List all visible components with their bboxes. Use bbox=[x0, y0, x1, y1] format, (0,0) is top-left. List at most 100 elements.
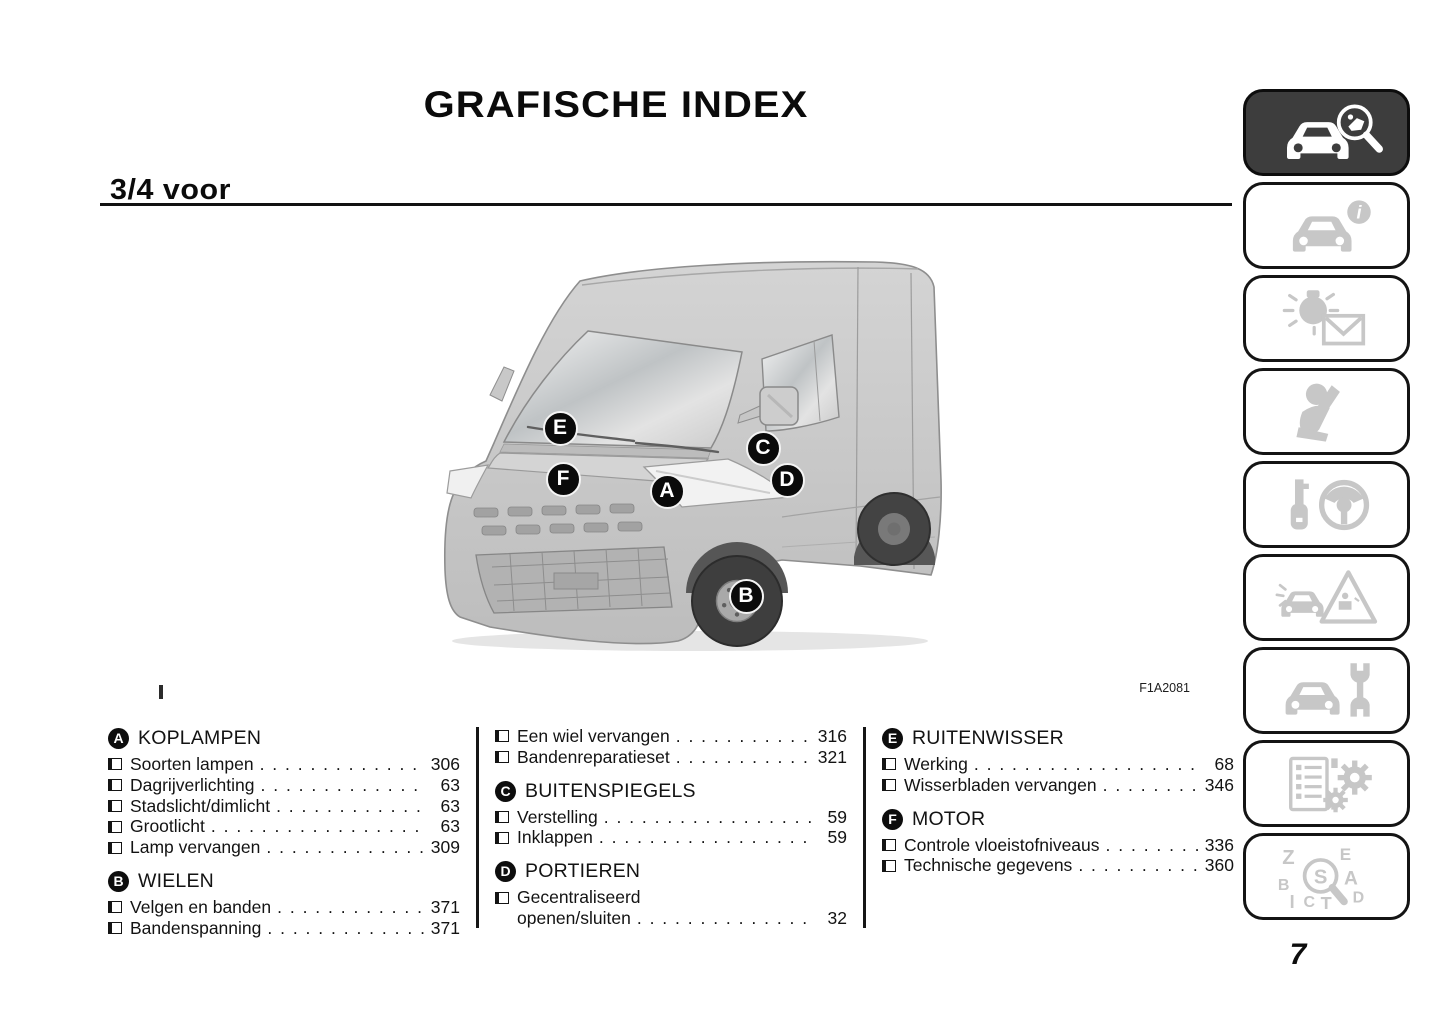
dot-leader bbox=[604, 807, 813, 828]
index-entry: Soorten lampen 306 bbox=[108, 754, 460, 775]
callout-C: C bbox=[745, 430, 781, 466]
dot-leader bbox=[676, 726, 813, 747]
index-entry: Inklappen 59 bbox=[495, 827, 847, 848]
entry-page: 63 bbox=[440, 816, 460, 837]
entry-page: 309 bbox=[430, 837, 460, 858]
index-section-header: C BUITENSPIEGELS bbox=[495, 780, 847, 802]
entry-label: Verstelling bbox=[517, 806, 598, 827]
entry-page: 371 bbox=[430, 896, 460, 917]
warning-light-message-icon bbox=[1282, 289, 1365, 345]
index-entry: Dagrijverlichting 63 bbox=[108, 775, 460, 796]
sidebar-button-car-info[interactable]: i bbox=[1243, 182, 1410, 269]
callout-D: D bbox=[769, 462, 805, 498]
entry-label: Een wiel vervangen bbox=[517, 726, 670, 746]
heading-rule bbox=[100, 203, 1232, 206]
index-column-2: Een wiel vervangen 316 Bandenreparatieset 3… bbox=[495, 726, 847, 929]
section-letter-badge: B bbox=[108, 870, 129, 892]
figure-van-three-quarter-front bbox=[430, 255, 950, 655]
callout-letter: C bbox=[755, 436, 771, 459]
entry-page: 63 bbox=[440, 795, 460, 816]
sidebar-button-car-wrench[interactable] bbox=[1243, 647, 1410, 734]
svg-text:B: B bbox=[1277, 876, 1289, 893]
index-block: Een wiel vervangen 316 Bandenreparatieset 3… bbox=[495, 726, 847, 768]
svg-text:S: S bbox=[1313, 866, 1327, 888]
dot-leader bbox=[1103, 775, 1200, 796]
figure-code: F1A2081 bbox=[1139, 681, 1190, 695]
entry-bullet-icon bbox=[495, 810, 509, 823]
entry-bullet-icon bbox=[495, 891, 509, 904]
entry-bullet-icon bbox=[882, 859, 896, 872]
index-entry-continued: openen/sluiten 32 bbox=[495, 908, 847, 929]
section-title: MOTOR bbox=[912, 807, 986, 830]
dot-leader bbox=[266, 837, 426, 858]
entry-page: 336 bbox=[1204, 834, 1234, 855]
sidebar-button-car-magnifier[interactable] bbox=[1243, 89, 1410, 176]
car-info-icon: i bbox=[1292, 199, 1371, 252]
sidebar-button-key-steering[interactable] bbox=[1243, 461, 1410, 548]
entry-bullet-icon bbox=[108, 901, 122, 914]
index-entry: Wisserbladen vervangen 346 bbox=[882, 775, 1234, 796]
entry-page: 59 bbox=[827, 827, 847, 848]
entry-bullet-icon bbox=[108, 799, 122, 812]
callout-B: B bbox=[728, 578, 764, 614]
index-entry: Werking 68 bbox=[882, 754, 1234, 775]
index-entry: Lamp vervangen 309 bbox=[108, 837, 460, 858]
section-title: WIELEN bbox=[138, 870, 214, 893]
entry-page: 68 bbox=[1214, 754, 1234, 774]
svg-text:T: T bbox=[1320, 894, 1331, 909]
callout-E: E bbox=[542, 410, 578, 446]
page-title: GRAFISCHE INDEX bbox=[423, 84, 809, 125]
index-entry: Stadslicht/dimlicht 63 bbox=[108, 796, 460, 817]
callout-letter: E bbox=[552, 416, 567, 439]
sidebar-button-emergency-triangle[interactable] bbox=[1243, 554, 1410, 641]
svg-text:Z: Z bbox=[1282, 847, 1294, 869]
sidebar-button-warning-light-message[interactable] bbox=[1243, 275, 1410, 362]
dot-leader bbox=[267, 918, 426, 939]
dot-leader bbox=[599, 827, 813, 848]
entry-bullet-icon bbox=[108, 841, 122, 854]
index-entry: Verstelling 59 bbox=[495, 807, 847, 828]
entry-bullet-icon bbox=[108, 820, 122, 833]
dot-leader bbox=[974, 754, 1200, 775]
entry-label: Controle vloeistofniveaus bbox=[904, 834, 1100, 855]
index-entry: Controle vloeistofniveaus 336 bbox=[882, 835, 1234, 856]
dot-leader bbox=[277, 897, 426, 918]
entry-label: Soorten lampen bbox=[130, 754, 254, 774]
section-title: RUITENWISSER bbox=[912, 727, 1064, 750]
entry-label: openen/sluiten bbox=[517, 907, 631, 928]
entry-label: Stadslicht/dimlicht bbox=[130, 795, 271, 816]
entry-page: 63 bbox=[440, 774, 460, 795]
entry-page: 346 bbox=[1204, 774, 1234, 795]
entry-page: 360 bbox=[1204, 855, 1234, 876]
entry-page: 371 bbox=[430, 917, 460, 938]
section-title: KOPLAMPEN bbox=[138, 727, 262, 750]
index-section-header: F MOTOR bbox=[882, 807, 1234, 830]
dot-leader bbox=[1106, 835, 1200, 856]
dot-leader bbox=[637, 908, 813, 929]
entry-bullet-icon bbox=[108, 758, 122, 771]
index-block: ERUITENWISSERWerking68Wisserbladen verva… bbox=[882, 728, 1234, 796]
callout-letter: B bbox=[738, 584, 754, 607]
dot-leader bbox=[261, 775, 427, 796]
entry-label: Werking bbox=[904, 754, 968, 774]
entry-label: Technische gegevens bbox=[904, 855, 1073, 876]
index-entry: Velgen en banden 371 bbox=[108, 897, 460, 918]
section-letter-badge: D bbox=[495, 861, 516, 883]
entry-page: 59 bbox=[827, 806, 847, 827]
index-entry: Bandenspanning 371 bbox=[108, 918, 460, 939]
dot-leader bbox=[1078, 855, 1200, 876]
entry-label: Lamp vervangen bbox=[130, 837, 261, 858]
entry-bullet-icon bbox=[108, 779, 122, 792]
dot-leader bbox=[260, 754, 426, 775]
sidebar-button-seatbelt-safety[interactable] bbox=[1243, 368, 1410, 455]
svg-text:D: D bbox=[1352, 889, 1364, 906]
entry-bullet-icon bbox=[495, 831, 509, 844]
entry-bullet-icon bbox=[882, 838, 896, 851]
emergency-triangle-icon bbox=[1275, 569, 1377, 624]
svg-text:I: I bbox=[1289, 891, 1294, 908]
sidebar-button-specs-gears[interactable] bbox=[1243, 740, 1410, 827]
